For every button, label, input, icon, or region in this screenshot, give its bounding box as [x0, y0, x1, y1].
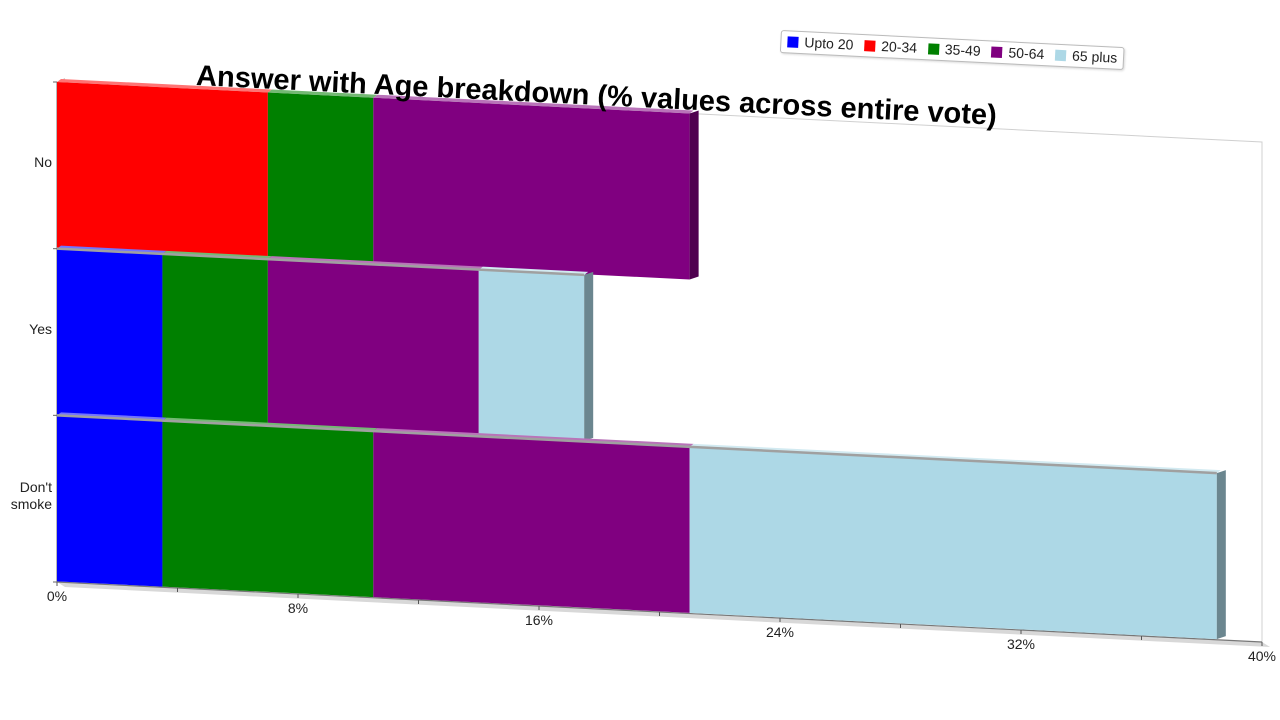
band-separator — [56, 414, 1217, 475]
bar-35-49-don-t-smoke — [162, 420, 374, 598]
x-tick-label: 32% — [1007, 636, 1035, 652]
category-label-dont-smoke: Don't smoke — [10, 479, 52, 512]
legend-label: 35-49 — [944, 41, 982, 59]
legend-label: 65 plus — [1071, 47, 1118, 66]
bar-end-face — [689, 110, 699, 280]
x-tick-label: 24% — [766, 624, 794, 640]
x-tick-label: 16% — [525, 612, 553, 628]
bar-35-49-yes — [162, 253, 268, 426]
legend-item-35-49[interactable]: 35-49 — [927, 40, 982, 59]
x-tick-label: 40% — [1248, 648, 1276, 664]
x-tick-label: 8% — [288, 600, 308, 616]
bar-top-face — [373, 94, 694, 114]
legend-label: 20-34 — [880, 38, 918, 56]
bar-50-64-don-t-smoke — [373, 431, 690, 613]
bar-65-plus-don-t-smoke — [689, 446, 1217, 640]
legend-swatch-50-64 — [991, 46, 1003, 59]
category-label-yes: Yes — [29, 321, 52, 337]
x-axis-floor — [57, 582, 1270, 648]
bar-top-face — [57, 79, 272, 93]
legend-label: 50-64 — [1008, 44, 1045, 63]
legend-item-20-34[interactable]: 20-34 — [863, 37, 918, 56]
legend-swatch-upto-20 — [787, 36, 799, 48]
bar-20-34-no — [57, 82, 268, 259]
category-label-no: No — [34, 154, 52, 170]
bar-top-face — [267, 89, 378, 98]
legend-label: Upto 20 — [804, 34, 854, 53]
bar-50-64-no — [373, 97, 690, 280]
legend-item-upto-20[interactable]: Upto 20 — [787, 33, 854, 53]
x-tick-label: 0% — [47, 588, 67, 604]
bar-end-face — [1216, 470, 1226, 640]
bar-65-plus-yes — [478, 269, 585, 441]
legend-swatch-65-plus — [1054, 49, 1067, 62]
legend-swatch-20-34 — [863, 40, 876, 52]
bar-35-49-no — [267, 92, 374, 264]
bar-upto-20-don-t-smoke — [57, 415, 163, 587]
legend-swatch-35-49 — [927, 43, 940, 55]
legend-item-65-plus[interactable]: 65 plus — [1054, 47, 1118, 66]
bar-upto-20-yes — [57, 248, 163, 420]
bar-end-face — [584, 271, 594, 441]
band-separator — [56, 247, 585, 277]
legend-item-50-64[interactable]: 50-64 — [991, 44, 1045, 63]
bar-50-64-yes — [267, 259, 479, 436]
